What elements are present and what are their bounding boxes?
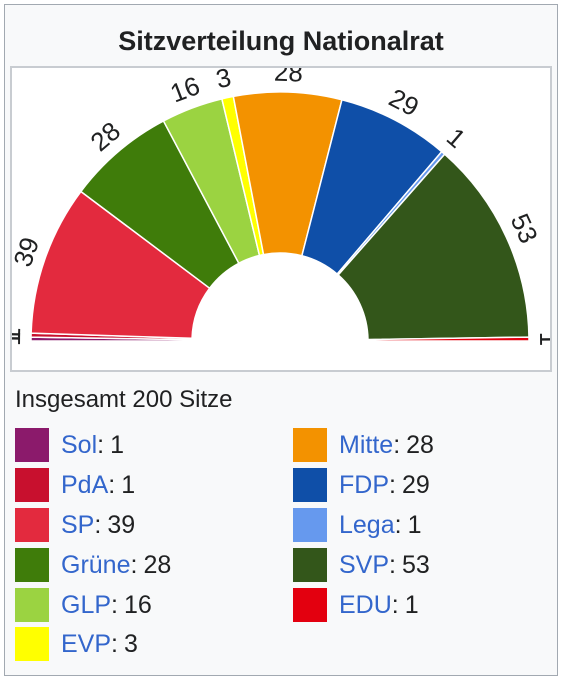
legend-separator: : xyxy=(111,629,118,658)
party-link-grüne[interactable]: Grüne xyxy=(61,550,131,579)
legend-seat-count: 39 xyxy=(107,510,136,539)
legend-seat-count: 1 xyxy=(407,510,422,539)
legend-item-edu: EDU:1 xyxy=(293,587,419,623)
party-link-svp[interactable]: SVP xyxy=(339,550,390,579)
legend-swatch xyxy=(15,508,49,542)
legend-item-sol: Sol:1 xyxy=(15,427,124,463)
legend-separator: : xyxy=(130,550,138,579)
legend-seat-count: 1 xyxy=(121,470,136,499)
legend-item-fdp: FDP:29 xyxy=(293,467,430,503)
party-link-edu[interactable]: EDU xyxy=(339,590,392,619)
legend-swatch xyxy=(15,468,49,502)
party-link-pda[interactable]: PdA xyxy=(61,470,109,499)
legend-separator: : xyxy=(391,590,399,619)
seat-wedge-svp xyxy=(337,153,530,341)
seat-label-pda: 1 xyxy=(12,327,26,342)
legend-swatch xyxy=(15,588,49,622)
legend-item-mitte: Mitte:28 xyxy=(293,427,434,463)
party-link-mitte[interactable]: Mitte xyxy=(339,430,394,459)
party-link-sp[interactable]: SP xyxy=(61,510,95,539)
legend-seat-count: 28 xyxy=(406,430,434,459)
seat-label-edu: 1 xyxy=(534,332,550,347)
legend-swatch xyxy=(293,508,327,542)
legend-seat-count: 53 xyxy=(401,550,430,579)
legend: Sol:1 PdA:1 SP:39 Grüne:28 GLP:16 EVP:3 Mitte:… xyxy=(5,5,557,675)
seat-chart-frame: 1 1 39 28 16 3 28 29 1 53 1 xyxy=(10,66,552,372)
party-link-fdp[interactable]: FDP xyxy=(339,470,389,499)
legend-swatch xyxy=(15,548,49,582)
legend-item-lega: Lega:1 xyxy=(293,507,421,543)
legend-item-evp: EVP:3 xyxy=(15,626,138,662)
legend-swatch xyxy=(293,428,327,462)
legend-separator: : xyxy=(111,590,118,619)
seat-wedge-sp xyxy=(30,190,211,340)
party-link-lega[interactable]: Lega xyxy=(339,510,395,539)
legend-item-sp: SP:39 xyxy=(15,507,135,543)
legend-separator: : xyxy=(389,470,396,499)
legend-swatch xyxy=(15,627,49,661)
legend-seat-count: 1 xyxy=(110,430,124,459)
parliament-infobox: Sitzverteilung Nationalrat 1 1 39 28 16 3 28 29… xyxy=(4,4,558,676)
legend-item-pda: PdA:1 xyxy=(15,467,135,503)
legend-swatch xyxy=(293,548,327,582)
legend-seat-count: 28 xyxy=(143,550,172,579)
legend-swatch xyxy=(293,468,327,502)
legend-separator: : xyxy=(94,510,102,539)
legend-separator: : xyxy=(389,550,396,579)
party-link-evp[interactable]: EVP xyxy=(61,629,112,658)
legend-seat-count: 3 xyxy=(123,629,138,658)
legend-item-grüne: Grüne:28 xyxy=(15,547,171,583)
legend-item-glp: GLP:16 xyxy=(15,587,152,623)
legend-seat-count: 29 xyxy=(401,470,430,499)
legend-separator: : xyxy=(394,510,402,539)
seat-label-sol: 1 xyxy=(12,332,26,347)
total-seats-text: Insgesamt 200 Sitze xyxy=(15,386,233,413)
party-link-glp[interactable]: GLP xyxy=(61,590,112,619)
legend-swatch xyxy=(293,588,327,622)
party-link-sol[interactable]: Sol xyxy=(61,430,98,459)
legend-seat-count: 1 xyxy=(404,590,419,619)
legend-separator: : xyxy=(108,470,116,499)
seat-wedge-edu xyxy=(367,336,530,342)
legend-seat-count: 16 xyxy=(123,590,152,619)
chart-title: Sitzverteilung Nationalrat xyxy=(118,26,444,56)
legend-item-svp: SVP:53 xyxy=(293,547,430,583)
seat-label-mitte: 28 xyxy=(274,68,304,88)
legend-swatch xyxy=(15,428,49,462)
legend-separator: : xyxy=(97,430,105,459)
seat-label-evp: 3 xyxy=(213,68,233,94)
legend-separator: : xyxy=(393,430,401,459)
